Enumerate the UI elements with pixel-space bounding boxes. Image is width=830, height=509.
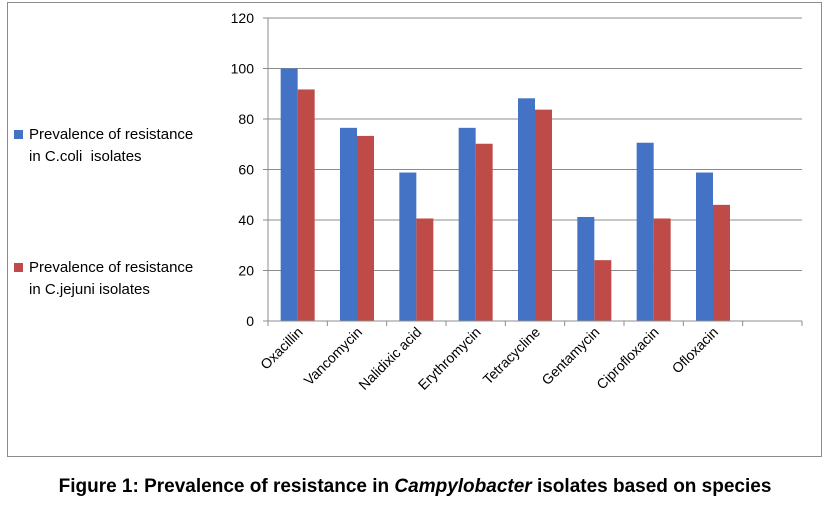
x-tick-label: Vancomycin [301, 324, 366, 389]
legend-item-jejuni: Prevalence of resistance in C.jejuni iso… [14, 257, 214, 301]
legend-swatch-jejuni [14, 263, 23, 272]
bar-coli [518, 98, 535, 321]
bar-coli [340, 127, 357, 322]
legend-label-coli-line2: in C.coli isolates [29, 148, 142, 165]
x-tick-label: Nalidixic acid [355, 324, 424, 393]
x-tick-label: Erythromycin [415, 324, 484, 393]
axes [263, 17, 803, 326]
y-tick-label: 40 [238, 212, 254, 228]
x-tick-label: Ciprofloxacin [593, 324, 662, 393]
legend-label-jejuni: Prevalence of resistance in C.jejuni iso… [14, 257, 214, 301]
bar-jejuni [535, 109, 552, 321]
bar-coli [399, 172, 417, 321]
y-tick-label: 80 [238, 111, 254, 127]
y-tick-label: 100 [231, 61, 255, 77]
legend-label-jejuni-line2: in C.jejuni isolates [29, 281, 150, 298]
figure-caption: Figure 1: Prevalence of resistance in Ca… [0, 476, 830, 498]
bar-coli [458, 127, 476, 322]
bars [280, 68, 730, 322]
y-tick-label: 60 [238, 162, 254, 178]
bar-jejuni [594, 260, 612, 321]
bar-coli [636, 142, 654, 321]
bar-jejuni [713, 204, 730, 321]
bar-jejuni [653, 218, 671, 321]
x-tick-label: Gentamycin [538, 324, 602, 388]
bar-jejuni [416, 218, 434, 321]
y-tick-label: 0 [246, 313, 254, 329]
y-tick-labels: 0 20 40 60 80 100 120 [231, 10, 255, 329]
bar-jejuni [357, 135, 374, 321]
legend-item-coli: Prevalence of resistance in C.coli isola… [14, 124, 214, 168]
bar-coli [280, 68, 298, 321]
bar-jejuni [297, 89, 315, 322]
y-tick-label: 120 [231, 10, 255, 26]
legend-label-coli-line1: Prevalence of resistance [29, 126, 194, 143]
legend-label-coli: Prevalence of resistance in C.coli isola… [14, 124, 214, 168]
caption-suffix: isolates based on species [531, 476, 772, 497]
caption-italic: Campylobacter [394, 476, 532, 497]
caption-prefix: Figure 1: Prevalence of resistance in [58, 476, 395, 497]
bar-jejuni [475, 143, 493, 321]
bar-coli [577, 216, 595, 321]
bar-chart: 0 20 40 60 80 100 120 OxacillinVancomycinNalid… [231, 10, 803, 393]
x-tick-label: Oxacillin [257, 324, 306, 373]
bar-coli [696, 172, 713, 321]
x-tick-label: Tetracycline [480, 324, 544, 388]
legend-swatch-coli [14, 130, 23, 139]
y-tick-label: 20 [238, 263, 254, 279]
x-tick-label: Ofloxacin [669, 324, 722, 377]
legend-label-jejuni-line1: Prevalence of resistance [29, 259, 194, 276]
